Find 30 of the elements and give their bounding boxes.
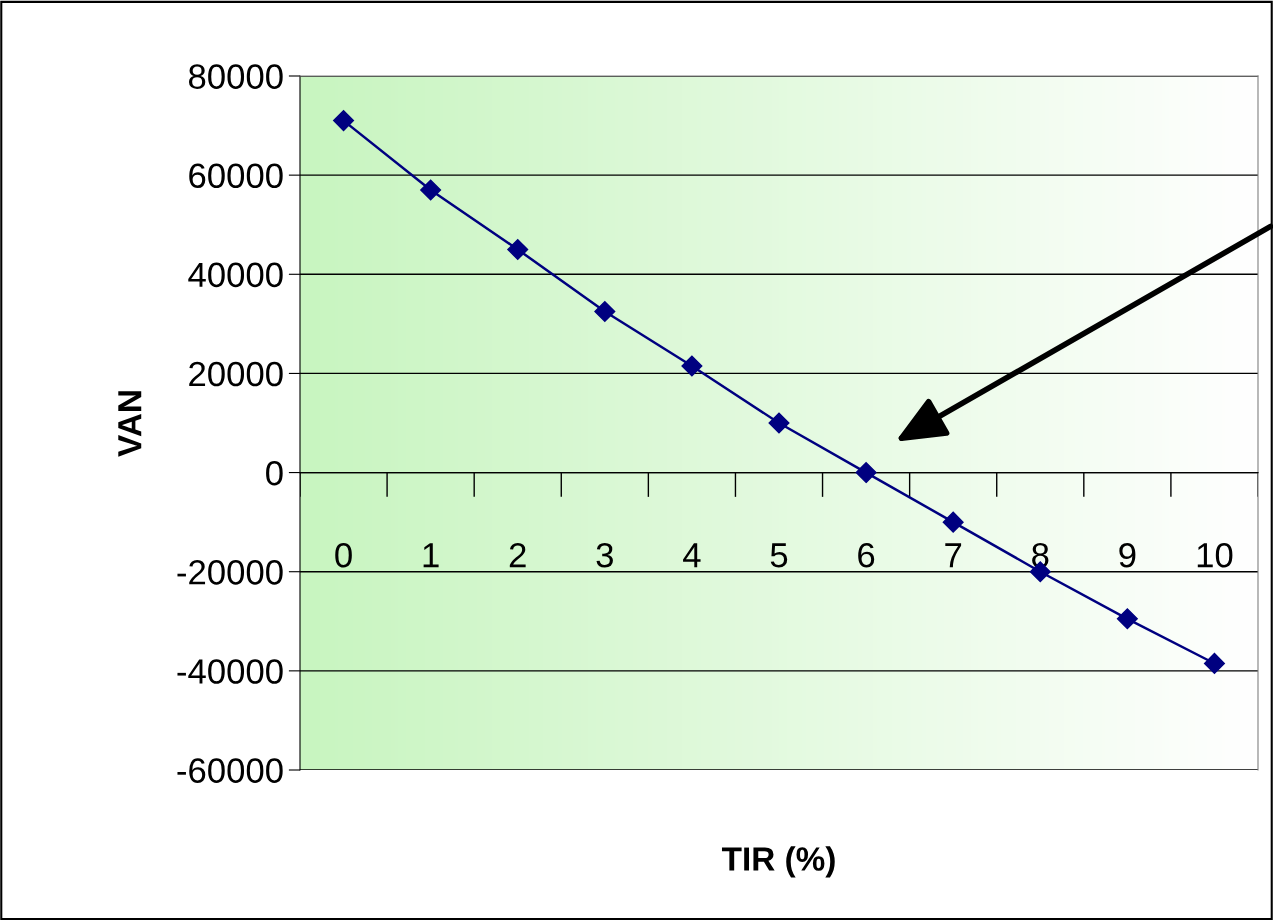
x-tick-label: 6 <box>858 542 875 568</box>
point <box>681 355 703 377</box>
y-tick-label: 20000 <box>189 361 283 387</box>
point <box>942 511 964 533</box>
x-tick-label: 4 <box>683 543 701 568</box>
y-tick-label: 0 <box>266 460 283 486</box>
point <box>768 412 790 434</box>
point <box>594 300 616 322</box>
point <box>855 462 877 484</box>
x-tick-label: 5 <box>770 543 788 568</box>
x-axis-title: TIR (%) <box>721 846 835 878</box>
x-tick-label: 10 <box>1197 542 1233 568</box>
point <box>507 238 529 261</box>
y-tick-label: -40000 <box>177 659 283 684</box>
point <box>1203 652 1225 674</box>
point <box>1116 608 1138 630</box>
x-tick-label: 1 <box>423 543 439 568</box>
y-axis-title: VAN <box>118 391 142 457</box>
y-tick-label: 40000 <box>188 262 283 288</box>
x-tick-label: 3 <box>596 542 613 568</box>
point <box>420 179 442 201</box>
y-tick-label: -20000 <box>177 560 283 585</box>
x-tick-label: 2 <box>509 542 526 568</box>
x-tick-label: 9 <box>1119 542 1136 568</box>
x-tick-label: 7 <box>945 543 962 568</box>
x-tick-label: 0 <box>335 542 352 568</box>
y-tick-label: -60000 <box>177 758 283 783</box>
y-tick-label: 80000 <box>188 64 283 89</box>
point <box>333 110 355 132</box>
y-tick-label: 60000 <box>189 163 283 189</box>
